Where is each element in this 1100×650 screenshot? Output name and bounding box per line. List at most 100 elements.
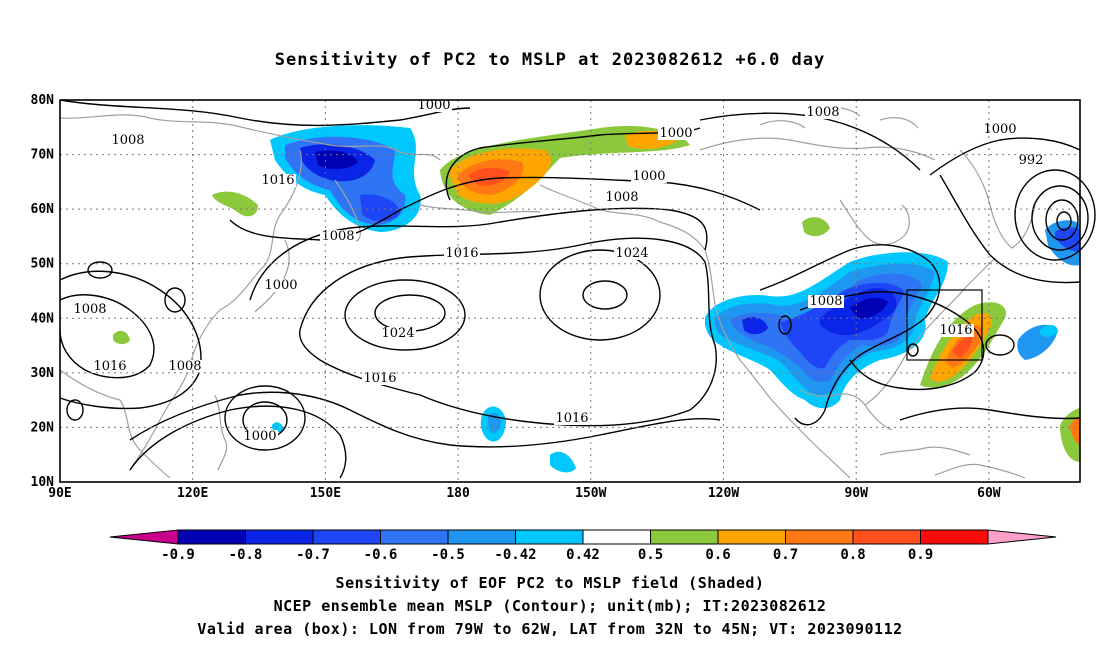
contour-label-bg xyxy=(72,303,108,316)
colorbar-swatch xyxy=(312,529,381,545)
contour-label: 1016 xyxy=(939,323,972,338)
sensitivity-shading xyxy=(113,125,1080,473)
lon-label: 90E xyxy=(48,486,71,501)
contour-1024-west xyxy=(344,279,466,351)
colorbar-swatch xyxy=(447,529,516,545)
latitude-labels: 80N 70N 60N 50N 40N 30N 20N 10N xyxy=(31,93,55,490)
shade-pos-small-5 xyxy=(1070,416,1080,445)
contour-label: 1000 xyxy=(264,278,297,293)
lon-label: 120W xyxy=(708,486,739,501)
coast-asia-north xyxy=(59,114,441,161)
longitude-labels: 90E 120E 150E 180 150W 120W 90W 60W xyxy=(48,486,1001,501)
contour-1016-pac xyxy=(298,237,717,427)
coast-alaska xyxy=(539,184,706,251)
colorbar-swatch xyxy=(582,529,651,545)
contour-984-low xyxy=(1031,185,1089,251)
contour-1008-arctic xyxy=(699,112,921,171)
colorbar-swatch xyxy=(177,529,246,545)
coast-japan xyxy=(254,239,290,313)
contour-label-bg xyxy=(260,174,296,187)
contour-label: 1016 xyxy=(363,371,396,386)
caption-contour: NCEP ensemble mean MSLP (Contour); unit(… xyxy=(273,597,827,615)
contour-label-bg xyxy=(380,327,416,340)
contour-small-high-4 xyxy=(985,334,1015,356)
contour-1016-atl xyxy=(899,407,1081,421)
contour-label-bg xyxy=(808,295,844,308)
contour-small-high-3 xyxy=(66,399,84,421)
colorbar-label: 0.9 xyxy=(908,547,933,563)
lon-label: 120E xyxy=(177,486,208,501)
contour-label: 1008 xyxy=(321,229,354,244)
contour-1000-north xyxy=(229,176,761,241)
coast-canada-north xyxy=(699,137,936,161)
lon-label: 150E xyxy=(310,486,341,501)
shade-pos-atl-core2 xyxy=(952,336,973,358)
contour-label: 1000 xyxy=(632,169,665,184)
contour-label-bg xyxy=(444,247,480,260)
shade-pos-bering-core2 xyxy=(468,167,510,186)
contour-1000-arc xyxy=(59,99,471,127)
contour-label-bg xyxy=(554,412,590,425)
valid-area-box xyxy=(906,289,983,361)
lat-label: 20N xyxy=(31,420,55,435)
colorbar-label: -0.8 xyxy=(229,547,263,563)
contour-1000-atl xyxy=(929,137,1081,176)
lon-label: 180 xyxy=(446,486,470,501)
coast-na-east xyxy=(864,257,996,406)
lon-label: 150W xyxy=(575,486,606,501)
contour-1008-na xyxy=(759,244,941,426)
lat-label: 60N xyxy=(31,202,55,217)
contour-968-low xyxy=(1056,211,1072,231)
contour-1024-inner-east xyxy=(582,280,628,310)
contour-992-low xyxy=(1014,169,1096,261)
contour-label: 1016 xyxy=(93,359,126,374)
contour-1008-ne xyxy=(939,174,1081,284)
shade-pos-small-2 xyxy=(802,217,830,237)
contour-976-low xyxy=(1045,199,1079,241)
contour-small-high-1 xyxy=(87,261,113,279)
lon-label: 60W xyxy=(977,486,1001,501)
contour-1016-na xyxy=(799,291,985,391)
coast-asia-east xyxy=(129,149,302,471)
colorbar-swatch xyxy=(380,529,449,545)
contour-label-bg xyxy=(604,191,640,204)
contour-label: 1008 xyxy=(809,294,842,309)
shade-neg-atl-east2 xyxy=(1040,324,1058,337)
colorbar-swatch xyxy=(515,529,584,545)
contour-small-low-5 xyxy=(778,315,792,335)
colorbar-label: -0.6 xyxy=(364,547,398,563)
lat-label: 10N xyxy=(31,475,55,490)
contour-1016-wpac xyxy=(59,294,155,379)
contour-label: 1008 xyxy=(806,105,839,120)
colorbar: -0.9 -0.8 -0.7 -0.6 -0.5 -0.42 0.42 0.5 0.6 0.7 0.… xyxy=(109,529,1057,563)
coast-gulf xyxy=(799,389,893,431)
contour-label-bg xyxy=(242,430,278,443)
coast-aleutians xyxy=(419,204,541,214)
contour-label: 1016 xyxy=(445,246,478,261)
shade-neg-nwpac-lower xyxy=(360,194,400,222)
colorbar-low-arrow xyxy=(109,529,179,545)
contour-label: 1016 xyxy=(261,173,294,188)
gridlines xyxy=(60,100,1080,482)
contour-label-bg xyxy=(92,360,128,373)
colorbar-label: -0.7 xyxy=(296,547,330,563)
shade-neg-cpac-2 xyxy=(550,451,576,473)
coast-caribbean xyxy=(879,446,971,456)
colorbar-label: 0.6 xyxy=(705,547,730,563)
contour-label: 1024 xyxy=(381,326,414,341)
contour-label-bg xyxy=(1017,154,1045,167)
contour-label-bg xyxy=(167,360,203,373)
map-frame xyxy=(59,99,1081,483)
caption-valid-area: Valid area (box): LON from 79W to 62W, L… xyxy=(197,620,903,638)
contour-label-bg xyxy=(631,170,667,183)
contour-label: 1016 xyxy=(555,411,588,426)
contour-label: 1008 xyxy=(111,133,144,148)
contour-label: 1008 xyxy=(168,359,201,374)
colorbar-swatch xyxy=(650,529,719,545)
contour-label-bg xyxy=(416,99,452,112)
lat-label: 50N xyxy=(31,257,55,272)
contour-label: 1024 xyxy=(615,246,648,261)
colorbar-label: -0.42 xyxy=(494,547,536,563)
contour-small-low-6 xyxy=(907,343,919,357)
